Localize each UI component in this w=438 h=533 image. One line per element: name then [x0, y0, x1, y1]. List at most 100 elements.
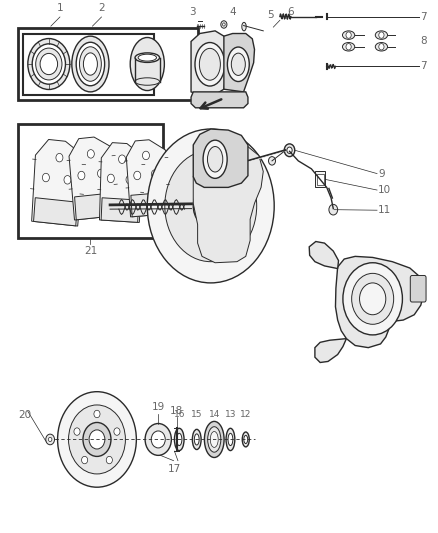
Circle shape: [145, 424, 171, 455]
Circle shape: [151, 431, 165, 448]
Ellipse shape: [231, 53, 245, 76]
Circle shape: [342, 263, 402, 335]
Text: 16: 16: [173, 410, 184, 419]
Ellipse shape: [72, 36, 109, 92]
Circle shape: [328, 204, 337, 215]
Ellipse shape: [76, 42, 104, 86]
Polygon shape: [33, 198, 77, 226]
Ellipse shape: [207, 427, 220, 452]
Circle shape: [284, 144, 294, 157]
Circle shape: [87, 150, 94, 158]
Text: 3: 3: [188, 6, 195, 17]
Ellipse shape: [242, 432, 249, 447]
Circle shape: [359, 283, 385, 315]
Circle shape: [147, 129, 274, 283]
Bar: [135, 59, 159, 83]
Polygon shape: [101, 198, 138, 222]
Polygon shape: [193, 129, 247, 188]
Bar: [314, 172, 325, 188]
Polygon shape: [32, 140, 84, 226]
Polygon shape: [131, 192, 166, 217]
Polygon shape: [193, 140, 263, 263]
Ellipse shape: [204, 422, 223, 457]
Circle shape: [193, 185, 228, 227]
Text: 7: 7: [419, 12, 426, 21]
Polygon shape: [314, 338, 346, 362]
Ellipse shape: [210, 432, 218, 447]
Text: 18: 18: [170, 406, 183, 416]
Circle shape: [56, 154, 63, 162]
Circle shape: [74, 428, 80, 435]
Circle shape: [48, 437, 52, 441]
Circle shape: [118, 155, 125, 164]
FancyBboxPatch shape: [410, 276, 425, 302]
Text: 5: 5: [266, 10, 273, 20]
Text: 11: 11: [377, 205, 390, 215]
Circle shape: [28, 38, 70, 90]
Circle shape: [42, 173, 49, 182]
Ellipse shape: [226, 429, 234, 450]
Text: 8: 8: [419, 36, 426, 46]
Ellipse shape: [342, 43, 354, 51]
Bar: [22, 34, 153, 94]
Ellipse shape: [209, 427, 219, 452]
Circle shape: [40, 53, 57, 75]
Bar: [18, 124, 162, 238]
Text: 13: 13: [224, 410, 236, 419]
Text: 17: 17: [168, 464, 181, 474]
Circle shape: [134, 171, 141, 180]
Circle shape: [126, 175, 133, 184]
Circle shape: [97, 169, 104, 177]
Circle shape: [378, 44, 383, 50]
Bar: [316, 174, 323, 185]
Ellipse shape: [203, 140, 226, 179]
Ellipse shape: [227, 47, 249, 82]
Circle shape: [220, 21, 226, 28]
Text: 20: 20: [18, 409, 31, 419]
Text: 1: 1: [57, 3, 63, 13]
Polygon shape: [69, 137, 116, 220]
Polygon shape: [223, 34, 254, 92]
Circle shape: [107, 174, 114, 183]
Text: 4: 4: [229, 6, 236, 17]
Circle shape: [106, 456, 112, 464]
Circle shape: [378, 32, 383, 38]
Text: 7: 7: [419, 61, 426, 71]
Ellipse shape: [207, 147, 222, 172]
Circle shape: [64, 175, 71, 184]
Circle shape: [68, 405, 125, 474]
Circle shape: [83, 423, 111, 456]
Polygon shape: [99, 143, 143, 222]
Circle shape: [32, 44, 65, 84]
Ellipse shape: [241, 22, 246, 31]
Ellipse shape: [374, 43, 387, 51]
Ellipse shape: [192, 430, 201, 449]
Ellipse shape: [211, 432, 216, 447]
Ellipse shape: [243, 435, 247, 443]
Bar: [18, 28, 197, 100]
Circle shape: [151, 169, 158, 178]
Text: 15: 15: [191, 410, 202, 419]
Text: 6: 6: [287, 6, 293, 17]
Ellipse shape: [174, 429, 184, 450]
Text: 21: 21: [84, 246, 97, 256]
Circle shape: [142, 151, 149, 160]
Polygon shape: [335, 256, 424, 348]
Ellipse shape: [135, 78, 159, 85]
Circle shape: [351, 273, 393, 324]
Text: 12: 12: [240, 410, 251, 419]
Circle shape: [46, 434, 54, 445]
Ellipse shape: [79, 47, 101, 81]
Polygon shape: [126, 140, 168, 217]
Circle shape: [286, 147, 291, 154]
Ellipse shape: [194, 43, 224, 86]
Circle shape: [268, 157, 275, 165]
Polygon shape: [74, 193, 114, 220]
Circle shape: [89, 430, 105, 449]
Circle shape: [201, 195, 220, 217]
Circle shape: [113, 428, 120, 435]
Ellipse shape: [199, 49, 220, 80]
Polygon shape: [191, 31, 232, 96]
Circle shape: [94, 410, 100, 418]
Ellipse shape: [374, 31, 387, 39]
